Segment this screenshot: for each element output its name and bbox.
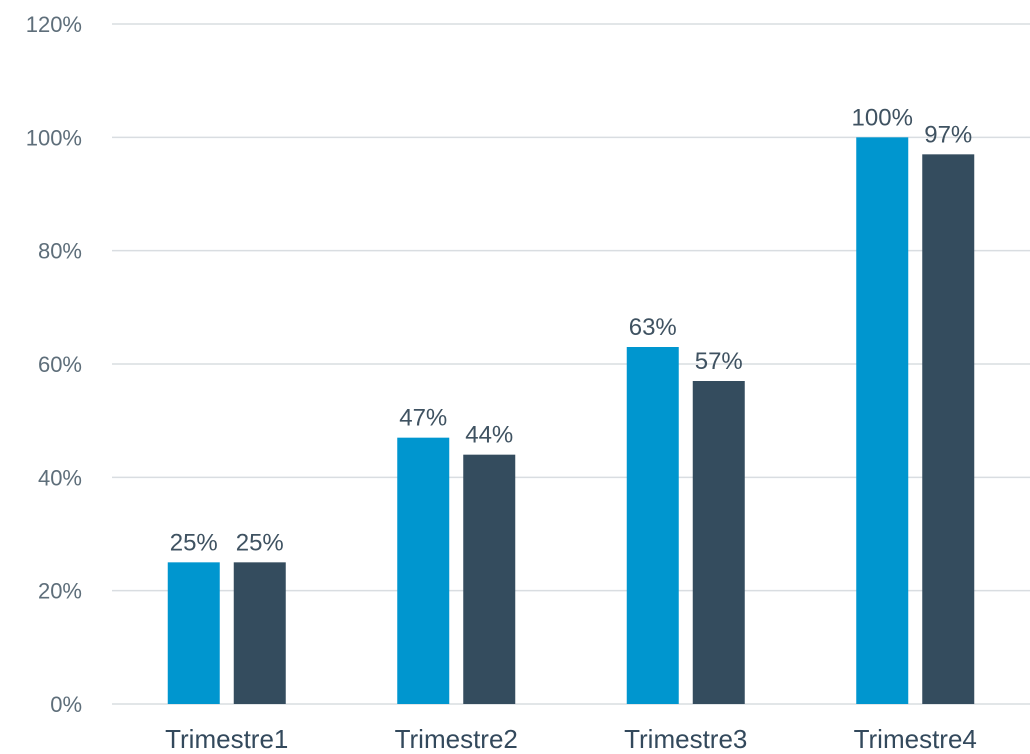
data-label: 100% xyxy=(852,104,913,131)
data-label: 47% xyxy=(399,405,447,432)
y-tick-label: 0% xyxy=(50,692,82,717)
category-label: Trimestre3 xyxy=(624,724,747,754)
bar-series2-Trimestre2 xyxy=(463,454,516,704)
y-tick-label: 100% xyxy=(26,125,82,150)
category-label: Trimestre1 xyxy=(165,724,288,754)
x-axis-category-labels: Trimestre1 Trimestre2 Trimestre3 Trimestre4 xyxy=(165,724,977,754)
data-label: 44% xyxy=(465,422,513,449)
bar-series2-Trimestre4 xyxy=(922,154,975,705)
bars xyxy=(167,137,975,705)
data-labels: 25% 25% 47% 44% 63% 57% 100% 97% xyxy=(170,104,973,556)
category-label: Trimestre2 xyxy=(395,724,518,754)
category-label: Trimestre4 xyxy=(854,724,977,754)
y-axis-tick-labels: 0% 20% 40% 60% 80% 100% 120% xyxy=(26,12,82,717)
data-label: 57% xyxy=(695,348,743,375)
y-tick-label: 40% xyxy=(38,465,82,490)
data-label: 25% xyxy=(236,529,284,556)
bar-series2-Trimestre1 xyxy=(233,562,286,704)
bar-series1-Trimestre2 xyxy=(397,437,450,704)
data-label: 97% xyxy=(924,121,972,148)
y-tick-label: 120% xyxy=(26,12,82,37)
y-tick-label: 20% xyxy=(38,579,82,604)
data-label: 63% xyxy=(629,314,677,341)
bar-series1-Trimestre1 xyxy=(167,562,220,704)
bar-series1-Trimestre4 xyxy=(856,137,909,705)
bar-series1-Trimestre3 xyxy=(626,347,679,704)
data-label: 25% xyxy=(170,529,218,556)
bar-series2-Trimestre3 xyxy=(692,381,745,704)
y-tick-label: 80% xyxy=(38,239,82,264)
y-tick-label: 60% xyxy=(38,352,82,377)
